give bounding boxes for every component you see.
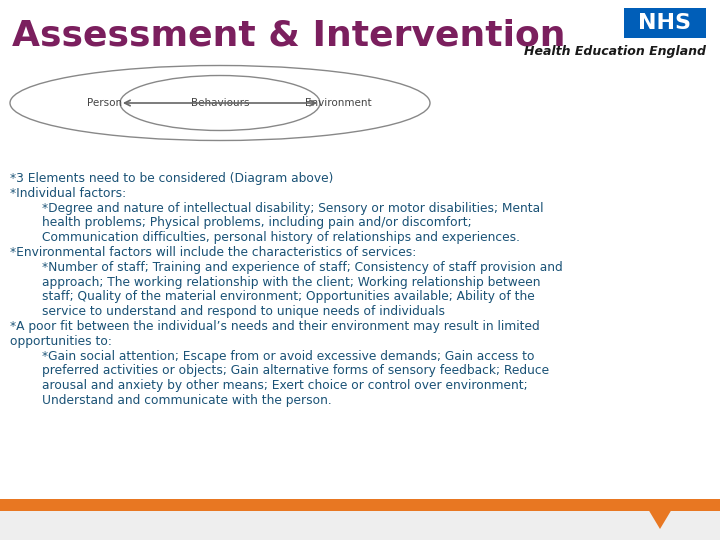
Bar: [0, 499, 720, 511]
Text: arousal and anxiety by other means; Exert choice or control over environment;: arousal and anxiety by other means; Exer…: [42, 379, 528, 392]
Text: Understand and communicate with the person.: Understand and communicate with the pers…: [42, 394, 332, 407]
Text: staff; Quality of the material environment; Opportunities available; Ability of : staff; Quality of the material environme…: [42, 291, 535, 303]
Text: opportunities to:: opportunities to:: [10, 335, 112, 348]
Text: *Number of staff; Training and experience of staff; Consistency of staff provisi: *Number of staff; Training and experienc…: [42, 261, 563, 274]
Bar: [0, 511, 720, 540]
Text: Assessment & Intervention: Assessment & Intervention: [12, 19, 565, 53]
Text: Behaviours: Behaviours: [191, 98, 249, 108]
Text: *Individual factors:: *Individual factors:: [10, 187, 126, 200]
Text: *Gain social attention; Escape from or avoid excessive demands; Gain access to: *Gain social attention; Escape from or a…: [42, 349, 534, 362]
Text: Health Education England: Health Education England: [524, 45, 706, 58]
Text: Communication difficulties, personal history of relationships and experiences.: Communication difficulties, personal his…: [42, 231, 520, 244]
Text: approach; The working relationship with the client; Working relationship between: approach; The working relationship with …: [42, 275, 541, 288]
Text: health problems; Physical problems, including pain and/or discomfort;: health problems; Physical problems, incl…: [42, 217, 472, 230]
Text: *3 Elements need to be considered (Diagram above): *3 Elements need to be considered (Diagr…: [10, 172, 333, 185]
Text: *Degree and nature of intellectual disability; Sensory or motor disabilities; Me: *Degree and nature of intellectual disab…: [42, 201, 544, 214]
Bar: [624, 8, 706, 38]
Text: Environment: Environment: [305, 98, 372, 108]
Text: Person: Person: [87, 98, 122, 108]
Text: *A poor fit between the individual’s needs and their environment may result in l: *A poor fit between the individual’s nee…: [10, 320, 540, 333]
Text: service to understand and respond to unique needs of individuals: service to understand and respond to uni…: [42, 305, 445, 318]
Text: NHS: NHS: [639, 13, 691, 33]
Text: *Environmental factors will include the characteristics of services:: *Environmental factors will include the …: [10, 246, 416, 259]
Polygon shape: [642, 499, 678, 529]
Text: preferred activities or objects; Gain alternative forms of sensory feedback; Red: preferred activities or objects; Gain al…: [42, 364, 549, 377]
